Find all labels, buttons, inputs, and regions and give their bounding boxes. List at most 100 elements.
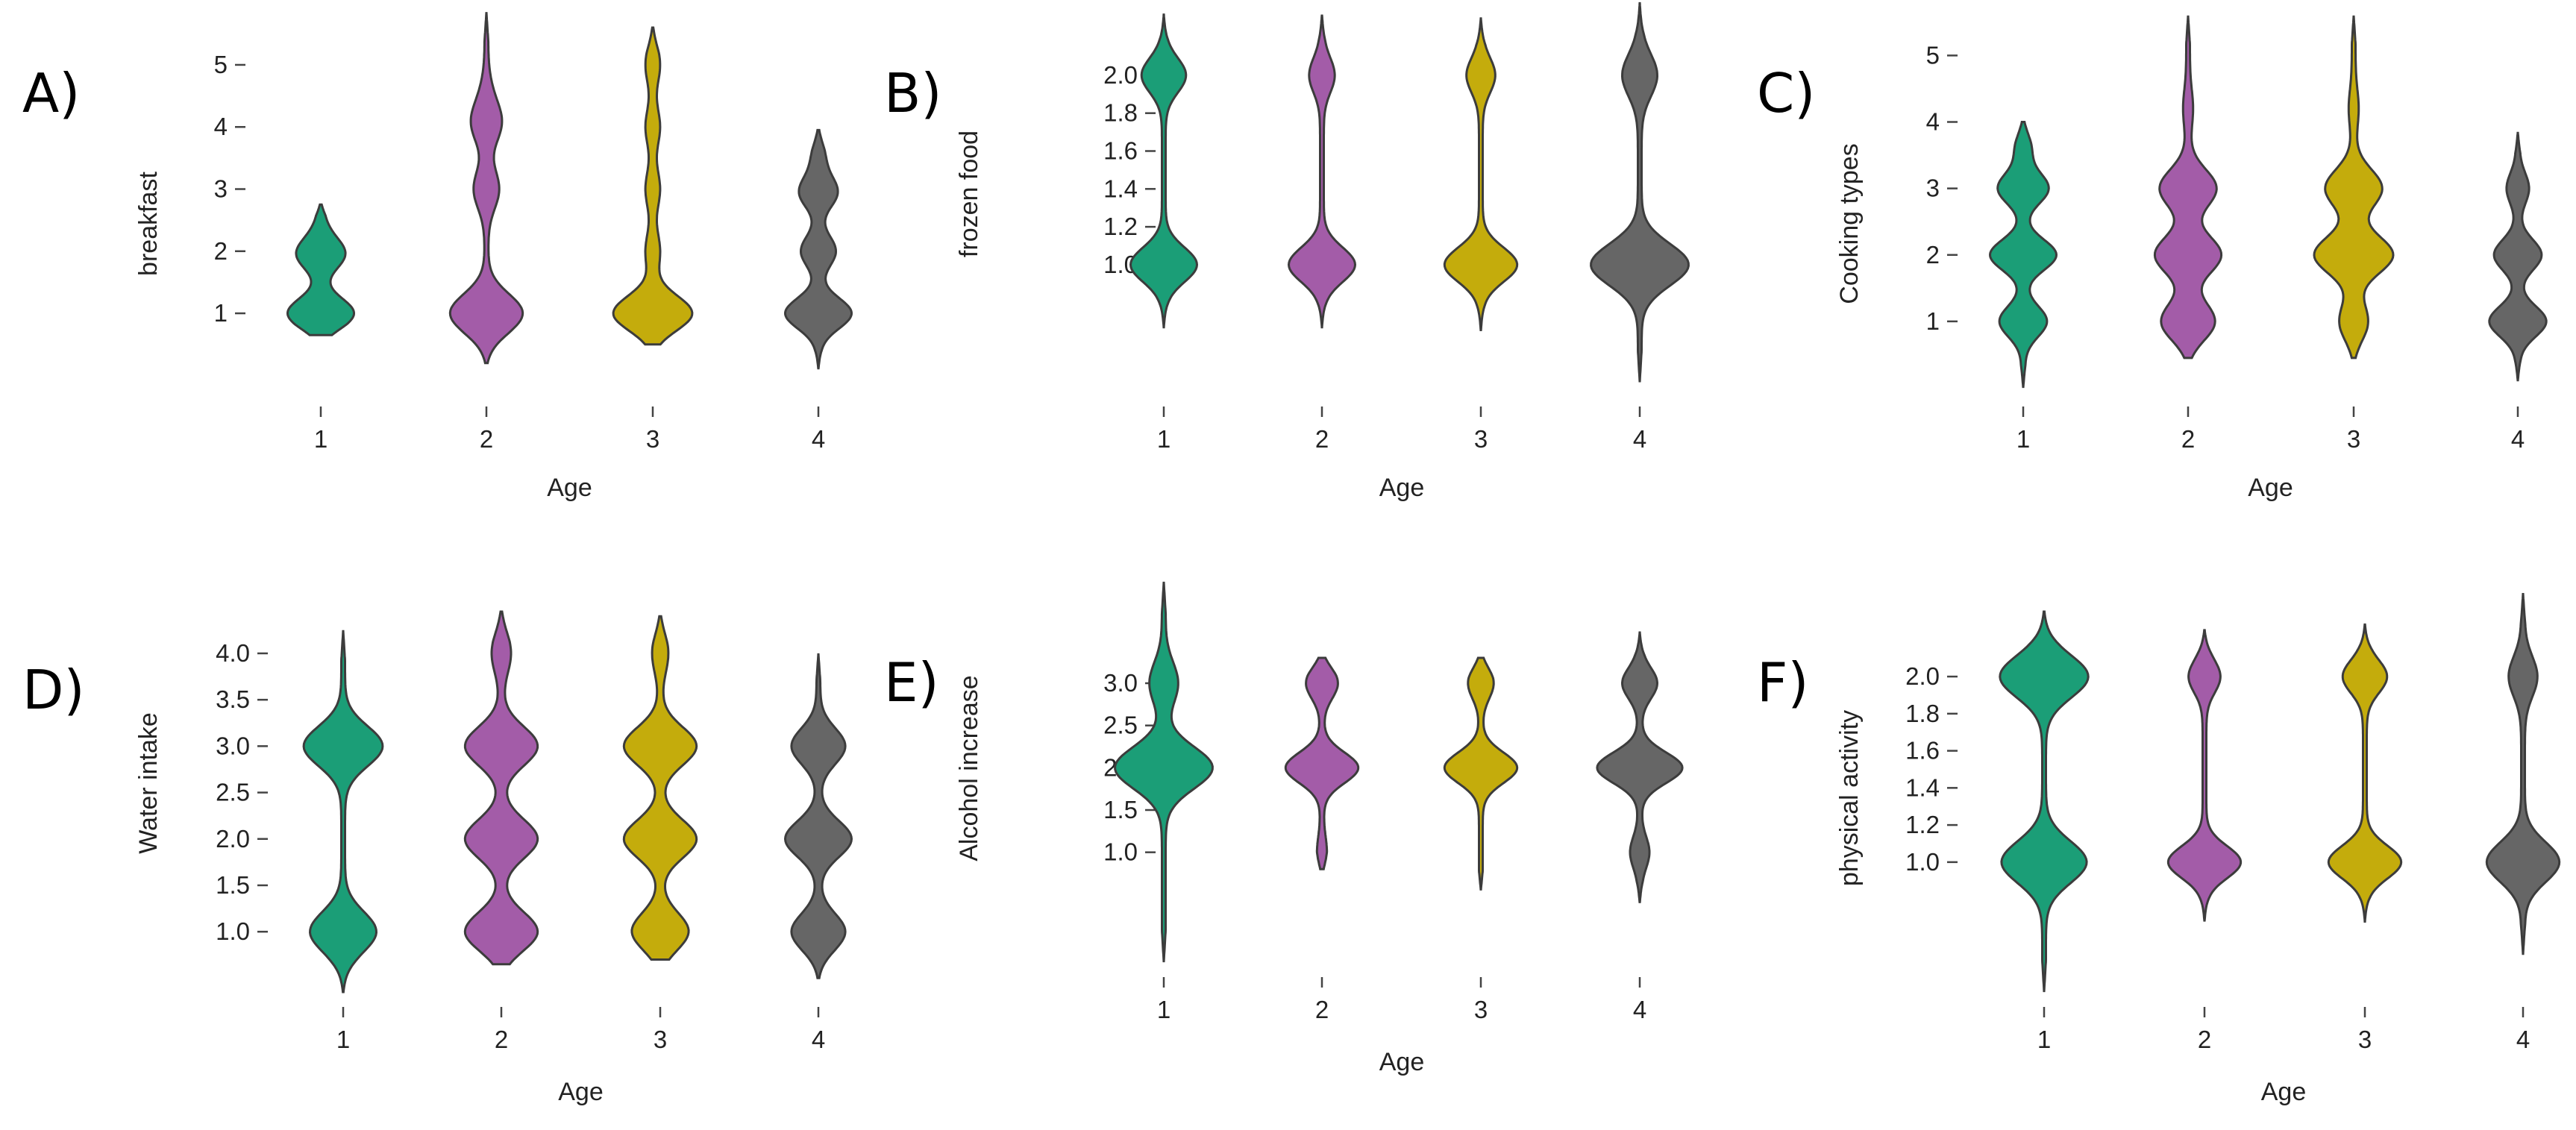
violin-age-4 — [783, 653, 853, 979]
violin-age-2 — [463, 610, 539, 966]
y-axis-label: Alcohol increase — [955, 675, 983, 861]
x-axis-label: Age — [1379, 474, 1425, 502]
violin-age-4 — [1596, 631, 1684, 903]
y-tick-label: 1 — [214, 299, 228, 327]
x-tick-label: 3 — [1474, 425, 1488, 453]
x-tick-label: 2 — [2181, 425, 2195, 453]
x-axis-label: Age — [547, 474, 592, 502]
violin-age-4 — [2485, 593, 2561, 955]
x-tick-label: 2 — [495, 1026, 508, 1053]
y-axis-label: breakfast — [134, 172, 163, 276]
y-tick-label: 1.6 — [1905, 737, 1940, 765]
violin-age-3 — [2327, 623, 2403, 923]
x-tick-label: 2 — [1315, 996, 1329, 1023]
x-tick-label: 1 — [1157, 425, 1171, 453]
violin-age-1 — [302, 630, 384, 994]
y-tick-label: 1.4 — [1103, 175, 1138, 202]
y-tick-label: 3 — [1926, 175, 1940, 202]
panel-letter: A) — [22, 62, 80, 125]
violin-age-4 — [783, 128, 853, 370]
x-tick-label: 4 — [1633, 425, 1646, 453]
y-tick-label: 1.2 — [1905, 811, 1940, 838]
panel-letter: F) — [1757, 651, 1809, 714]
y-tick-label: 2.0 — [1905, 662, 1940, 690]
x-tick-label: 3 — [646, 425, 659, 453]
x-tick-label: 3 — [1474, 996, 1488, 1023]
y-tick-label: 1.4 — [1905, 773, 1940, 801]
violin-age-1 — [1114, 581, 1214, 963]
y-tick-label: 3 — [214, 175, 228, 203]
panel-c: C) Cooking types 1 2 3 4 5 1 2 3 4 Age — [1757, 15, 2548, 502]
y-tick-label: 5 — [1926, 41, 1940, 69]
x-axis-label: Age — [1379, 1048, 1425, 1076]
violin-age-3 — [2313, 15, 2395, 360]
violin-age-2 — [448, 12, 524, 365]
x-tick-label: 2 — [480, 425, 493, 453]
y-tick-label: 2 — [214, 237, 228, 265]
x-tick-label: 4 — [812, 1026, 825, 1053]
y-tick-label: 1.6 — [1103, 137, 1138, 165]
y-tick-label: 1.2 — [1103, 213, 1138, 240]
violin-age-2 — [2166, 629, 2243, 922]
y-tick-label: 2.0 — [216, 825, 250, 853]
violin-age-2 — [1287, 14, 1357, 329]
x-tick-label: 4 — [1633, 996, 1646, 1023]
x-axis-label: Age — [2261, 1078, 2307, 1106]
x-tick-label: 1 — [336, 1026, 350, 1053]
y-tick-label: 2.0 — [1103, 61, 1138, 89]
x-tick-label: 1 — [2016, 425, 2030, 453]
violin-age-3 — [1443, 17, 1519, 331]
violin-age-1 — [1129, 13, 1199, 329]
x-tick-label: 4 — [2516, 1026, 2530, 1053]
y-axis-label: Cooking types — [1835, 143, 1864, 304]
x-tick-label: 2 — [2198, 1026, 2211, 1053]
y-tick-label: 1.0 — [1905, 848, 1940, 876]
panel-letter: E) — [884, 651, 939, 714]
x-tick-label: 4 — [812, 425, 825, 453]
x-tick-label: 1 — [2037, 1026, 2051, 1053]
panel-a: A) breakfast 1 2 3 4 5 1 2 3 4 Age — [22, 12, 853, 502]
violin-age-3 — [622, 615, 698, 961]
y-tick-label: 1.8 — [1905, 700, 1940, 727]
violin-age-1 — [1988, 121, 2058, 389]
y-tick-label: 1.0 — [1103, 838, 1138, 866]
violin-age-2 — [2153, 15, 2223, 360]
violin-age-4 — [2488, 131, 2548, 382]
y-tick-label: 3.0 — [1103, 669, 1138, 697]
y-tick-label: 3.5 — [216, 685, 250, 713]
panel-letter: C) — [1757, 62, 1815, 125]
y-tick-label: 3.0 — [216, 732, 250, 759]
x-tick-label: 3 — [2347, 425, 2360, 453]
x-tick-label: 3 — [2358, 1026, 2372, 1053]
y-tick-label: 2.5 — [216, 779, 250, 806]
y-tick-label: 1.0 — [216, 917, 250, 945]
x-tick-label: 1 — [314, 425, 328, 453]
y-axis-label: frozen food — [955, 131, 983, 257]
y-tick-label: 1.8 — [1103, 99, 1138, 127]
panel-letter: B) — [884, 62, 941, 125]
y-tick-label: 4 — [214, 113, 228, 140]
panel-f: F) physical activity 1.0 1.2 1.4 1.6 1.8 2.0 1 2 3… — [1757, 593, 2561, 1106]
violin-age-2 — [1284, 656, 1360, 870]
violin-age-3 — [612, 26, 694, 346]
x-tick-label: 3 — [654, 1026, 667, 1053]
x-tick-label: 1 — [1157, 996, 1171, 1023]
y-tick-label: 2 — [1926, 241, 1940, 269]
y-tick-label: 5 — [214, 51, 228, 78]
y-tick-label: 1.5 — [1103, 796, 1138, 823]
x-axis-label: Age — [558, 1078, 604, 1106]
panel-d: D) Water intake 1.0 1.5 2.0 2.5 3.0 3.5 4.0 1 2 3 4 A… — [22, 610, 853, 1106]
violin-age-3 — [1443, 656, 1519, 891]
y-tick-label: 4.0 — [216, 639, 250, 667]
y-tick-label: 4 — [1926, 108, 1940, 136]
violin-age-1 — [1999, 610, 2090, 993]
violin-age-1 — [286, 203, 355, 336]
x-axis-label: Age — [2248, 474, 2293, 502]
y-tick-label: 1.5 — [216, 871, 250, 899]
violin-age-4 — [1590, 1, 1690, 383]
y-axis-label: physical activity — [1835, 710, 1864, 886]
panel-letter: D) — [22, 659, 85, 721]
